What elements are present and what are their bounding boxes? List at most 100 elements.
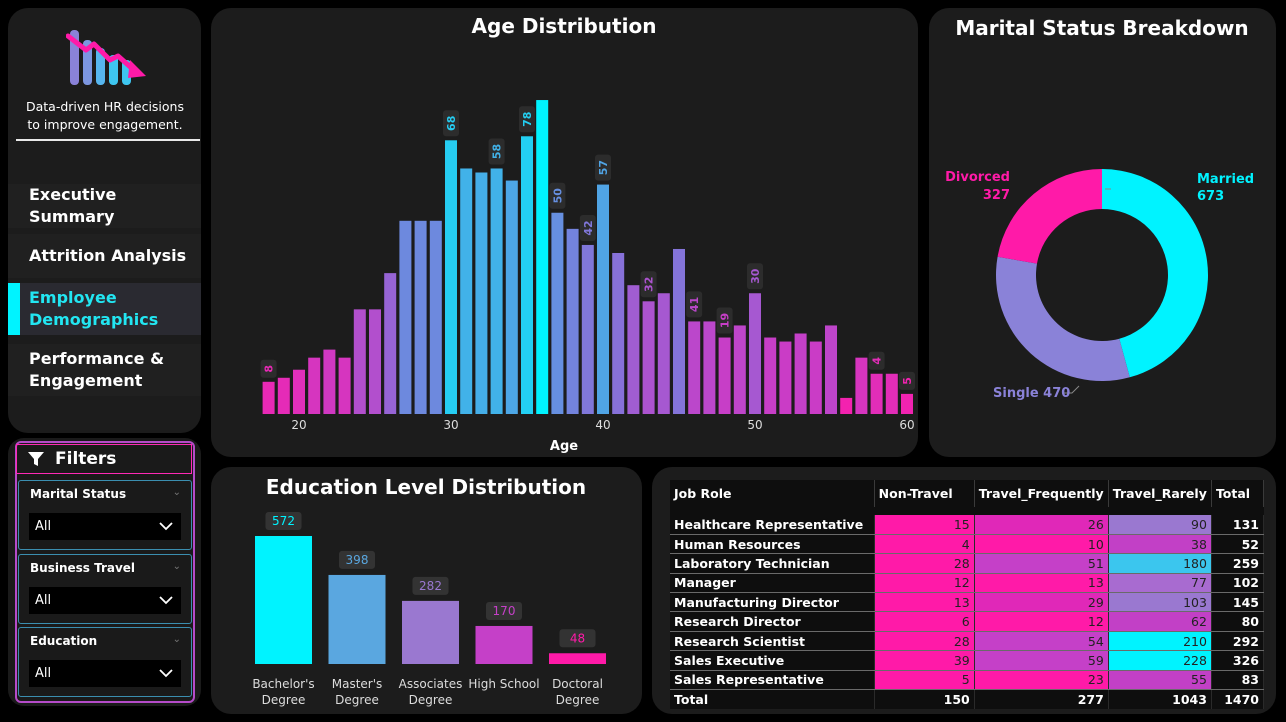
collapse-chevron-icon[interactable]: ⌄: [172, 561, 181, 572]
age-bar[interactable]: [369, 309, 381, 414]
x-tick-label: 40: [595, 418, 610, 432]
age-bar[interactable]: [323, 349, 336, 414]
age-bar[interactable]: [308, 357, 321, 414]
table-row[interactable]: Manager 12 13 77 102: [670, 573, 1265, 594]
count-cell: 180: [1108, 553, 1212, 574]
table-row[interactable]: Healthcare Representative 15 26 90 131: [670, 515, 1265, 535]
age-bar[interactable]: [642, 301, 655, 414]
age-bar[interactable]: [490, 168, 503, 414]
age-bar[interactable]: [794, 333, 807, 415]
age-bar[interactable]: [505, 180, 518, 414]
collapse-chevron-icon[interactable]: ⌄: [172, 487, 181, 498]
count-cell: 13: [974, 573, 1109, 594]
slicer-business-travel: Business Travel ⌄ All: [18, 554, 192, 624]
total-row-cell: 1043: [1108, 689, 1212, 709]
nav-attrition-analysis[interactable]: Attrition Analysis: [8, 234, 201, 278]
age-bar[interactable]: [627, 285, 640, 414]
dropdown-value: All: [35, 519, 52, 534]
count-cell: 13: [874, 592, 975, 613]
age-bar[interactable]: [536, 100, 549, 415]
education-chart[interactable]: Education Level Distribution 572 Bachelor'…: [211, 467, 642, 714]
column-header[interactable]: Non-Travel: [874, 480, 975, 507]
age-bar[interactable]: [779, 341, 792, 414]
table-row[interactable]: Laboratory Technician 28 51 180 259: [670, 553, 1265, 574]
age-bar[interactable]: [551, 212, 564, 414]
education-bar[interactable]: [549, 653, 606, 664]
age-bar[interactable]: [688, 321, 701, 414]
age-bar[interactable]: [581, 244, 594, 414]
total-cell: 259: [1211, 553, 1265, 574]
nav-executive-summary[interactable]: Executive Summary: [8, 184, 201, 228]
age-bar[interactable]: [521, 136, 533, 414]
age-bar[interactable]: [825, 325, 837, 414]
data-label: 19: [716, 307, 733, 334]
column-header[interactable]: Total: [1211, 480, 1265, 507]
nav-performance-engagement[interactable]: Performance & Engagement: [8, 344, 201, 396]
age-bar[interactable]: [855, 357, 868, 414]
column-header[interactable]: Travel_Rarely: [1108, 480, 1212, 507]
table-row[interactable]: Human Resources 4 10 38 52: [670, 534, 1265, 555]
svg-text:170: 170: [493, 604, 516, 618]
age-bar[interactable]: [399, 220, 412, 414]
age-bar[interactable]: [764, 337, 777, 414]
total-cell: 80: [1211, 611, 1265, 632]
donut-slice[interactable]: [996, 256, 1130, 381]
svg-text:57: 57: [597, 160, 610, 175]
age-bar[interactable]: [277, 377, 290, 414]
table-row[interactable]: Sales Representative 5 23 55 83: [670, 670, 1265, 691]
age-bar[interactable]: [566, 228, 579, 414]
age-bar[interactable]: [475, 172, 488, 415]
slicer-education: Education ⌄ All: [18, 627, 192, 697]
age-bar[interactable]: [885, 373, 898, 414]
table-row[interactable]: Sales Executive 39 59 228 326: [670, 650, 1265, 671]
education-bar[interactable]: [475, 625, 533, 664]
age-bar[interactable]: [384, 273, 397, 414]
age-bar[interactable]: [429, 220, 442, 414]
age-bar[interactable]: [414, 220, 427, 414]
svg-text:42: 42: [582, 220, 595, 235]
age-bar[interactable]: [870, 373, 883, 414]
slicer-marital-status: Marital Status ⌄ All: [18, 480, 192, 550]
age-bar[interactable]: [445, 140, 457, 415]
age-bar[interactable]: [338, 357, 351, 414]
table-row[interactable]: Research Scientist 28 54 210 292: [670, 631, 1265, 652]
age-bar[interactable]: [901, 393, 913, 414]
slice-label: Married: [1197, 172, 1254, 187]
age-bar[interactable]: [353, 309, 366, 414]
age-bar[interactable]: [657, 293, 670, 414]
education-dropdown[interactable]: All: [29, 660, 181, 687]
dropdown-value: All: [35, 666, 52, 681]
donut-slice[interactable]: [1102, 169, 1208, 378]
age-bar[interactable]: [840, 397, 853, 414]
education-bar[interactable]: [328, 574, 386, 664]
table-row[interactable]: Research Director 6 12 62 80: [670, 611, 1265, 632]
age-bar[interactable]: [718, 337, 731, 414]
education-bar[interactable]: [255, 536, 312, 664]
business-travel-dropdown[interactable]: All: [29, 587, 181, 614]
age-bar[interactable]: [673, 248, 685, 414]
age-bar[interactable]: [597, 184, 609, 414]
column-header[interactable]: Travel_Frequently: [974, 480, 1109, 507]
age-bar[interactable]: [262, 381, 275, 414]
donut-slice[interactable]: [997, 169, 1102, 264]
job-role-cell: Human Resources: [670, 534, 875, 555]
marital-status-chart[interactable]: Marital Status Breakdown Married 673 Divorc…: [929, 8, 1276, 457]
age-bar[interactable]: [749, 293, 761, 414]
slicer-title: Education: [30, 634, 98, 648]
age-distribution-chart[interactable]: Age Distribution 8 68 58 78 50 42 57 32 41 19 30 4 5 2…: [211, 8, 918, 457]
age-bar[interactable]: [612, 253, 625, 414]
marital-status-dropdown[interactable]: All: [29, 513, 181, 540]
education-bar[interactable]: [402, 600, 459, 664]
nav-employee-demographics[interactable]: Employee Demographics: [8, 283, 201, 335]
age-bar[interactable]: [293, 369, 305, 414]
age-bar[interactable]: [733, 325, 746, 414]
nav-label: Employee Demographics: [29, 288, 159, 329]
column-header[interactable]: Job Role: [670, 480, 875, 507]
svg-text:41: 41: [688, 297, 701, 312]
age-bar[interactable]: [809, 341, 822, 414]
collapse-chevron-icon[interactable]: ⌄: [172, 634, 181, 645]
age-bar[interactable]: [460, 168, 473, 414]
table-row[interactable]: Manufacturing Director 13 29 103 145: [670, 592, 1265, 613]
age-bar[interactable]: [703, 321, 716, 414]
count-cell: 55: [1108, 670, 1212, 691]
